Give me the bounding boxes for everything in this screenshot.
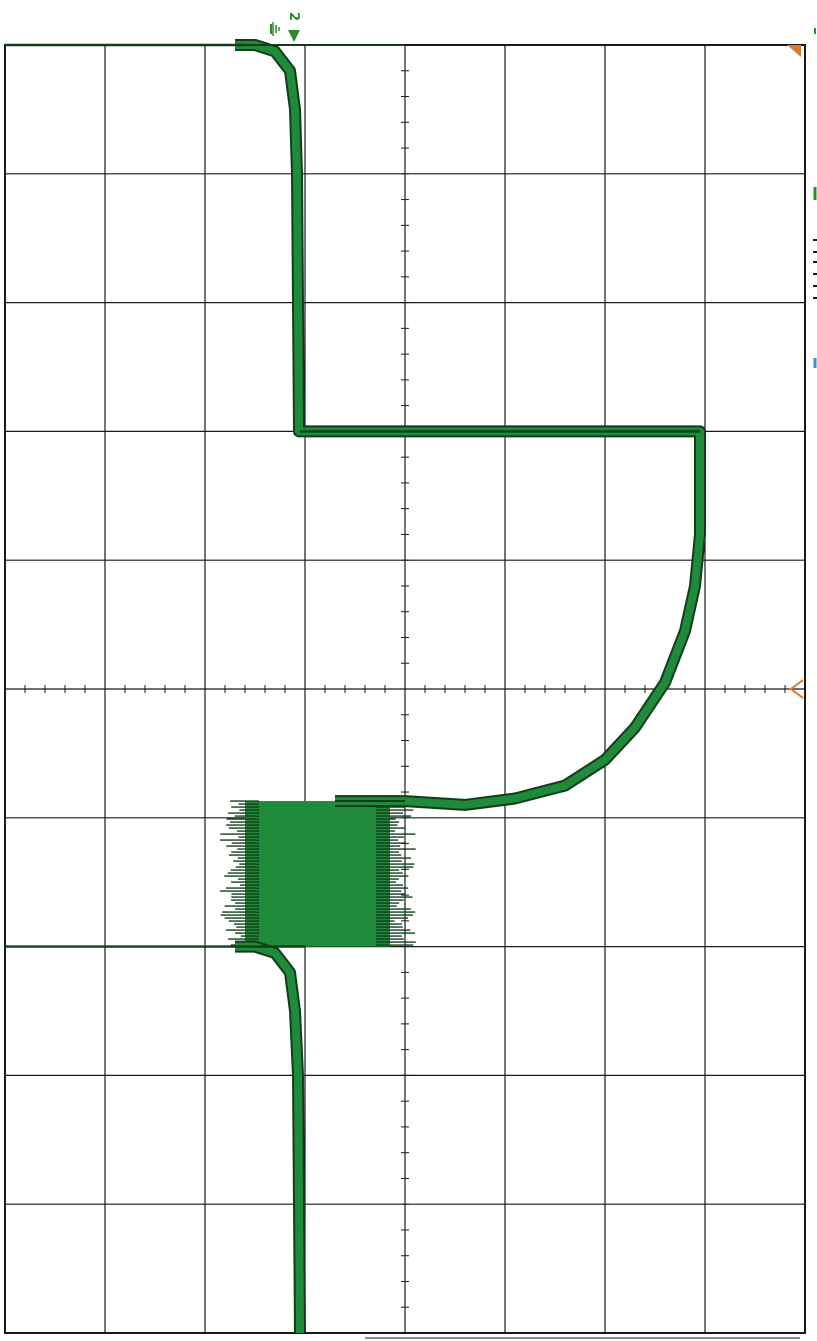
noise-band — [219, 800, 416, 947]
ground-icon — [270, 22, 280, 36]
side-indicators — [365, 28, 817, 1339]
trigger-level-icon[interactable] — [789, 679, 804, 699]
trace-line — [235, 41, 704, 809]
graticule — [4, 44, 806, 1334]
trigger-arrow-icon[interactable] — [787, 45, 801, 57]
channel-arrow-icon — [288, 30, 300, 42]
channel-2-label: 2 — [286, 12, 301, 21]
trace-line — [235, 942, 304, 1334]
noise-band-fill — [245, 801, 390, 947]
markers: 2 — [270, 12, 817, 1339]
channel-2-marker[interactable]: 2 — [270, 12, 301, 42]
waveform-trace — [5, 39, 706, 1334]
